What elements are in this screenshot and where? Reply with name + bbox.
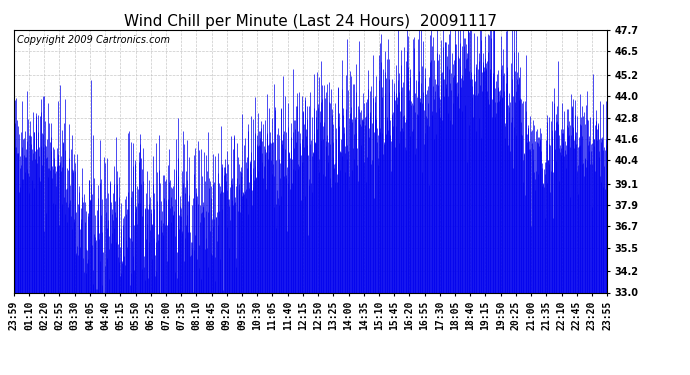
Text: Copyright 2009 Cartronics.com: Copyright 2009 Cartronics.com [17,35,170,45]
Title: Wind Chill per Minute (Last 24 Hours)  20091117: Wind Chill per Minute (Last 24 Hours) 20… [124,14,497,29]
